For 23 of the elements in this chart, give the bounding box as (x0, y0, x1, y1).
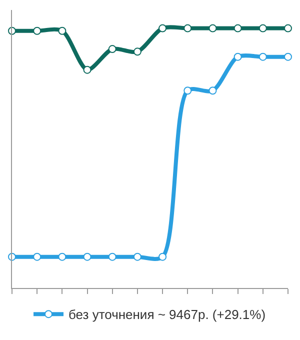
point (284, 52, 292, 61)
point (258, 24, 267, 32)
point (108, 252, 116, 261)
point (208, 24, 217, 32)
point (58, 26, 66, 35)
point (133, 48, 142, 56)
point (158, 252, 167, 261)
point (58, 252, 66, 261)
point (83, 66, 92, 74)
point (184, 86, 192, 95)
point (234, 24, 242, 32)
point (158, 24, 167, 32)
point (33, 26, 42, 35)
point (108, 45, 116, 54)
point (133, 252, 142, 261)
point (284, 24, 292, 32)
point (234, 52, 242, 61)
point (184, 24, 192, 32)
point (258, 52, 267, 61)
legend-label: без уточнения ~ 9467р. (+29.1%) (68, 307, 266, 322)
point (83, 252, 92, 261)
point (33, 252, 42, 261)
point (208, 86, 217, 95)
